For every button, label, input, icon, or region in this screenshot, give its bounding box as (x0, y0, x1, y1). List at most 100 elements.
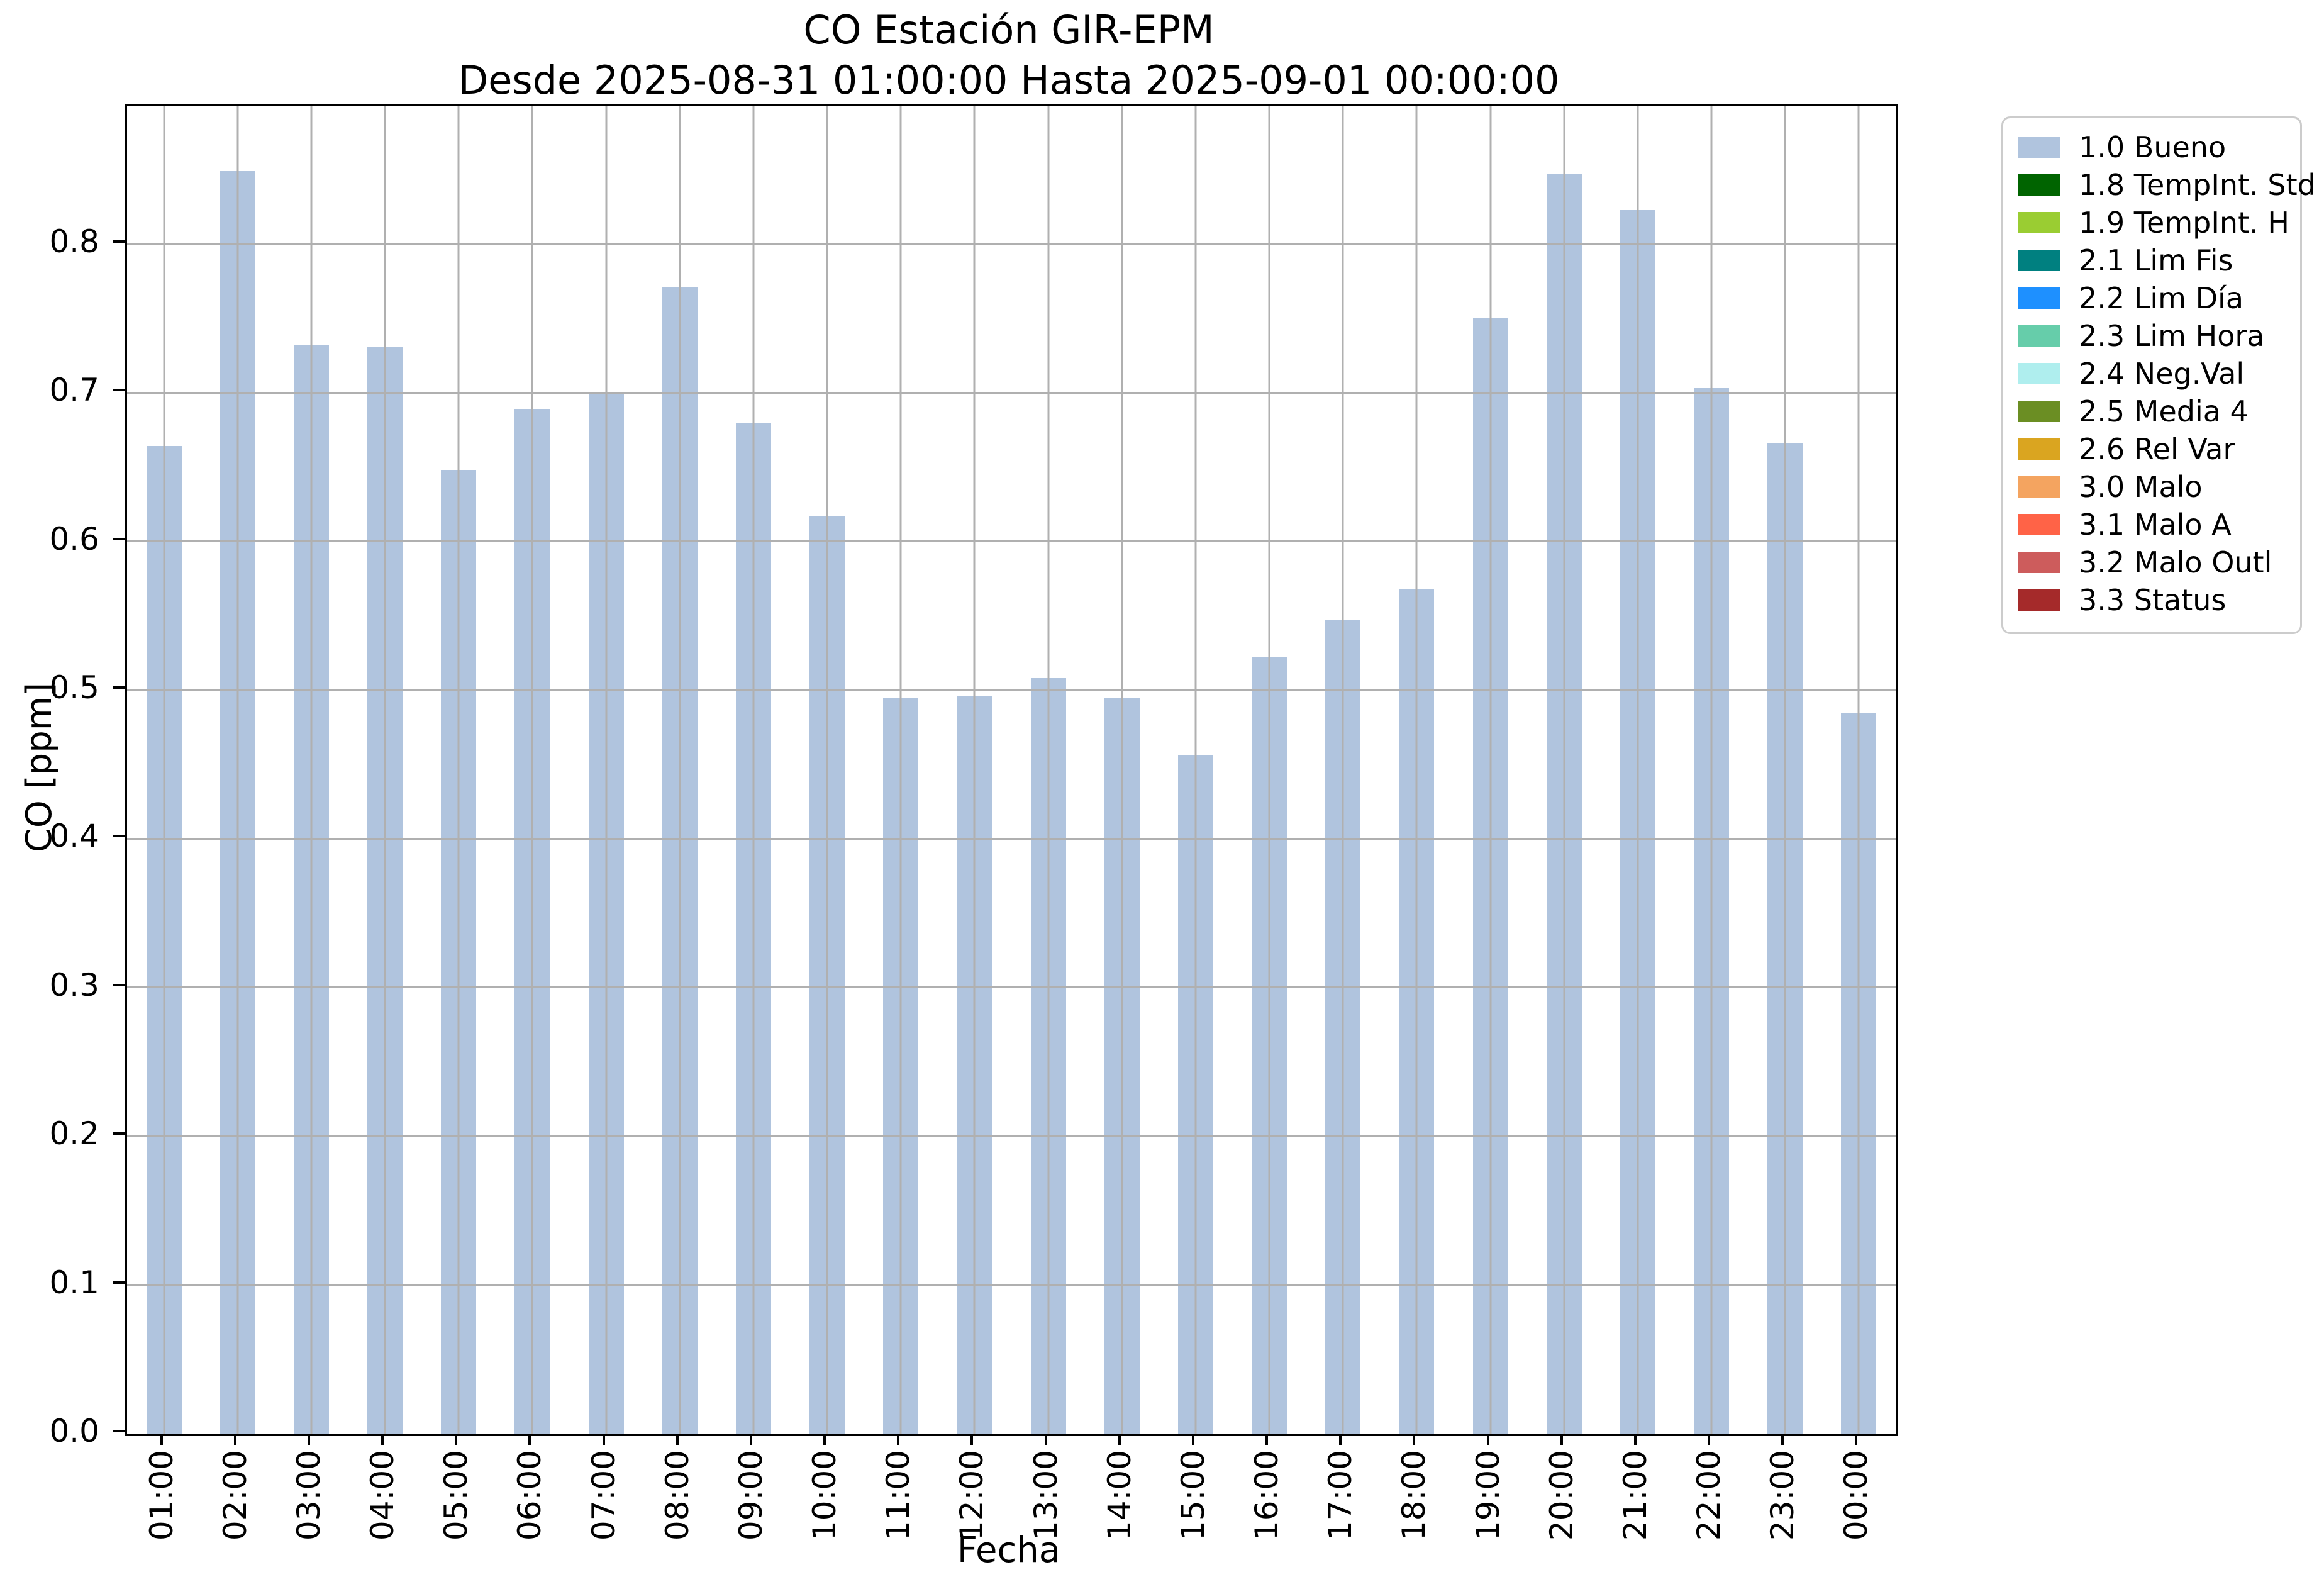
gridline-vertical (826, 106, 828, 1434)
legend-swatch (2018, 514, 2060, 535)
legend-item: 3.1 Malo A (2018, 506, 2300, 543)
y-tick-mark (113, 389, 125, 392)
x-tick-mark (307, 1434, 310, 1445)
x-tick-mark (381, 1434, 384, 1445)
legend-label: 1.0 Bueno (2079, 130, 2227, 164)
legend-label: 2.4 Neg.Val (2079, 357, 2245, 391)
x-tick-label: 08:00 (659, 1450, 696, 1541)
x-tick-mark (1486, 1434, 1489, 1445)
legend-item: 1.9 TempInt. H (2018, 204, 2300, 242)
gridline-horizontal (127, 837, 1896, 840)
plot-area (125, 104, 1898, 1436)
x-tick-label: 07:00 (585, 1450, 622, 1541)
x-tick-label: 01:00 (143, 1450, 180, 1541)
legend-swatch (2018, 250, 2060, 271)
legend-label: 2.2 Lim Día (2079, 281, 2244, 315)
x-tick-mark (1855, 1434, 1858, 1445)
legend-swatch (2018, 438, 2060, 460)
x-tick-mark (749, 1434, 752, 1445)
legend-label: 1.8 TempInt. Std (2079, 168, 2316, 202)
legend-swatch (2018, 174, 2060, 196)
gridline-vertical (1268, 106, 1270, 1434)
legend-label: 2.1 Lim Fis (2079, 243, 2233, 277)
gridline-vertical (752, 106, 755, 1434)
y-tick-label: 0.5 (49, 669, 99, 706)
x-tick-label: 18:00 (1396, 1450, 1433, 1541)
legend-swatch (2018, 287, 2060, 309)
gridline-horizontal (127, 243, 1896, 245)
gridline-horizontal (127, 391, 1896, 394)
legend-item: 2.1 Lim Fis (2018, 242, 2300, 279)
x-tick-label: 04:00 (364, 1450, 401, 1541)
chart-title-block: CO Estación GIR-EPM Desde 2025-08-31 01:… (459, 5, 1560, 106)
gridline-vertical (605, 106, 608, 1434)
x-tick-mark (160, 1434, 163, 1445)
gridline-vertical (384, 106, 386, 1434)
legend-item: 3.0 Malo (2018, 468, 2300, 506)
legend-item: 2.4 Neg.Val (2018, 355, 2300, 393)
gridline-vertical (1121, 106, 1123, 1434)
y-tick-mark (113, 835, 125, 838)
x-tick-label: 21:00 (1616, 1450, 1654, 1541)
chart-title: CO Estación GIR-EPM (803, 7, 1215, 53)
y-tick-mark (113, 1132, 125, 1135)
x-tick-mark (1781, 1434, 1784, 1445)
x-axis-label: Fecha (957, 1530, 1061, 1571)
gridline-vertical (1415, 106, 1418, 1434)
x-tick-label: 15:00 (1174, 1450, 1211, 1541)
x-tick-label: 20:00 (1543, 1450, 1580, 1541)
gridline-vertical (899, 106, 902, 1434)
legend-label: 3.0 Malo (2079, 470, 2203, 504)
x-tick-mark (1708, 1434, 1711, 1445)
legend-swatch (2018, 401, 2060, 422)
gridline-vertical (457, 106, 460, 1434)
y-tick-mark (113, 537, 125, 540)
gridline-horizontal (127, 1135, 1896, 1137)
y-tick-mark (113, 240, 125, 243)
x-tick-mark (676, 1434, 679, 1445)
x-tick-label: 00:00 (1838, 1450, 1875, 1541)
gridline-vertical (1047, 106, 1050, 1434)
legend-item: 1.0 Bueno (2018, 128, 2300, 166)
legend-label: 2.5 Media 4 (2079, 394, 2249, 428)
gridline-vertical (1857, 106, 1860, 1434)
x-tick-mark (1633, 1434, 1637, 1445)
y-tick-mark (113, 1430, 125, 1432)
legend-swatch (2018, 137, 2060, 158)
x-tick-label: 09:00 (732, 1450, 769, 1541)
y-tick-label: 0.7 (49, 372, 99, 409)
gridline-horizontal (127, 540, 1896, 543)
y-tick-mark (113, 1281, 125, 1284)
x-tick-label: 23:00 (1764, 1450, 1801, 1541)
legend-swatch (2018, 363, 2060, 384)
x-tick-mark (1339, 1434, 1342, 1445)
x-tick-label: 06:00 (511, 1450, 548, 1541)
legend-item: 2.5 Media 4 (2018, 393, 2300, 430)
legend-label: 2.6 Rel Var (2079, 432, 2235, 466)
gridline-vertical (973, 106, 976, 1434)
legend-label: 3.3 Status (2079, 583, 2227, 617)
legend-item: 3.2 Malo Outl (2018, 543, 2300, 581)
x-tick-mark (602, 1434, 605, 1445)
x-tick-label: 11:00 (880, 1450, 917, 1541)
x-tick-label: 02:00 (216, 1450, 253, 1541)
x-tick-label: 14:00 (1101, 1450, 1138, 1541)
legend-item: 2.3 Lim Hora (2018, 317, 2300, 355)
gridline-horizontal (127, 1284, 1896, 1286)
legend-label: 3.1 Malo A (2079, 508, 2232, 542)
legend-label: 2.3 Lim Hora (2079, 319, 2265, 353)
gridline-vertical (679, 106, 681, 1434)
x-tick-mark (455, 1434, 458, 1445)
legend-label: 3.2 Malo Outl (2079, 545, 2272, 579)
x-tick-mark (1191, 1434, 1194, 1445)
x-tick-mark (233, 1434, 236, 1445)
gridline-horizontal (127, 986, 1896, 989)
x-tick-label: 22:00 (1691, 1450, 1728, 1541)
y-tick-label: 0.3 (49, 966, 99, 1003)
legend-label: 1.9 TempInt. H (2079, 206, 2289, 240)
gridline-vertical (163, 106, 165, 1434)
gridline-vertical (1710, 106, 1713, 1434)
x-tick-label: 19:00 (1469, 1450, 1506, 1541)
x-tick-mark (1413, 1434, 1416, 1445)
